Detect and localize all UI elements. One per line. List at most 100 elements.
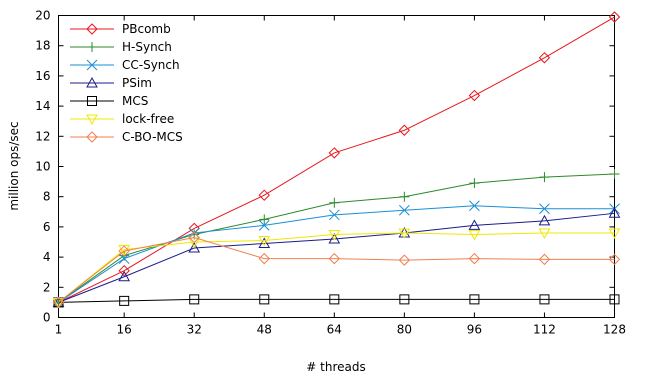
x-tick-label: 48 bbox=[257, 323, 272, 337]
data-point bbox=[258, 252, 270, 265]
y-tick-label: 0 bbox=[43, 311, 51, 325]
data-point bbox=[328, 147, 341, 159]
legend-entry: C-BO-MCS bbox=[70, 130, 183, 144]
tick-marks: 1 16 32 48 64 80 96 112 128 0 2 4 6 8 10 12 14 16 18 20 bbox=[35, 9, 626, 337]
series-lock-free bbox=[52, 228, 621, 309]
data-point bbox=[538, 214, 551, 226]
legend-marker bbox=[86, 131, 98, 143]
legend-label: MCS bbox=[122, 94, 148, 108]
legend-marker bbox=[86, 114, 98, 126]
data-point bbox=[118, 245, 130, 257]
x-axis-title: # threads bbox=[306, 360, 365, 374]
data-point bbox=[468, 252, 481, 265]
series-psim bbox=[52, 207, 621, 307]
series-cc-synch bbox=[53, 200, 620, 308]
legend-label: C-BO-MCS bbox=[122, 130, 183, 144]
data-point bbox=[258, 189, 270, 201]
data-point bbox=[539, 294, 550, 305]
data-point bbox=[608, 228, 621, 239]
data-point bbox=[398, 124, 411, 136]
data-point bbox=[258, 235, 271, 247]
legend-label: lock-free bbox=[122, 112, 174, 126]
data-point bbox=[188, 231, 200, 244]
data-point bbox=[538, 253, 551, 266]
x-tick-label: 80 bbox=[397, 323, 412, 337]
data-point bbox=[52, 297, 65, 309]
data-point bbox=[188, 237, 201, 249]
data-point bbox=[118, 253, 130, 264]
series-pbcomb bbox=[52, 11, 621, 309]
data-point bbox=[468, 89, 481, 102]
data-point bbox=[469, 178, 480, 189]
data-point bbox=[609, 294, 620, 305]
legend-entry: MCS bbox=[70, 94, 148, 108]
data-point bbox=[258, 220, 270, 231]
data-point bbox=[118, 264, 130, 277]
data-point bbox=[328, 229, 341, 241]
y-tick-label: 12 bbox=[35, 129, 50, 143]
data-point bbox=[608, 11, 621, 23]
data-point bbox=[258, 237, 271, 249]
x-tick-label: 96 bbox=[467, 323, 482, 337]
y-tick-label: 4 bbox=[43, 250, 51, 264]
y-axis-title: million ops/sec bbox=[7, 121, 21, 210]
legend-label: PSim bbox=[122, 76, 152, 90]
y-tick-label: 16 bbox=[35, 69, 50, 83]
y-tick-label: 10 bbox=[35, 160, 50, 174]
x-tick-label: 112 bbox=[533, 323, 556, 337]
series-c-bo-mcs bbox=[52, 231, 621, 309]
data-point bbox=[52, 296, 65, 309]
y-tick-label: 8 bbox=[43, 190, 51, 204]
data-point bbox=[259, 294, 270, 305]
x-tick-label: 32 bbox=[187, 323, 202, 337]
series-layer bbox=[52, 11, 621, 309]
legend-entry: PBcomb bbox=[70, 22, 171, 36]
data-point bbox=[189, 294, 200, 305]
data-point bbox=[468, 219, 481, 230]
y-tick-label: 6 bbox=[43, 220, 51, 234]
legend-label: H-Synch bbox=[122, 40, 172, 54]
data-point bbox=[329, 294, 340, 305]
legend-entry: CC-Synch bbox=[70, 58, 180, 72]
data-point bbox=[538, 228, 551, 239]
data-point bbox=[329, 197, 340, 208]
data-point bbox=[399, 294, 410, 305]
data-point bbox=[609, 169, 620, 180]
data-point bbox=[398, 228, 411, 239]
x-tick-label: 128 bbox=[603, 323, 626, 337]
y-tick-label: 18 bbox=[35, 39, 50, 53]
data-point bbox=[328, 252, 341, 265]
data-point bbox=[538, 52, 551, 64]
data-point bbox=[328, 232, 341, 244]
data-point bbox=[398, 254, 411, 266]
y-tick-label: 20 bbox=[35, 9, 50, 23]
legend-marker bbox=[86, 76, 98, 88]
x-tick-label: 1 bbox=[55, 323, 63, 337]
x-tick-label: 16 bbox=[117, 323, 132, 337]
series-line bbox=[58, 205, 615, 303]
legend-entry: PSim bbox=[70, 76, 152, 90]
y-tick-label: 14 bbox=[35, 99, 50, 113]
series-line bbox=[58, 212, 615, 303]
legend: PBcomb H-Synch CC-Synch PSim MCS lock-free C-B… bbox=[70, 22, 183, 144]
legend-entry: H-Synch bbox=[70, 40, 172, 54]
legend-entry: lock-free bbox=[70, 112, 174, 126]
legend-marker bbox=[86, 59, 98, 71]
data-point bbox=[469, 200, 480, 212]
legend-marker bbox=[86, 23, 98, 35]
data-point bbox=[119, 295, 130, 306]
series-line bbox=[58, 16, 615, 303]
legend-marker bbox=[87, 42, 97, 52]
data-point bbox=[469, 294, 480, 305]
series-line bbox=[58, 298, 615, 303]
data-point bbox=[399, 191, 410, 202]
series-mcs bbox=[53, 294, 620, 308]
data-point bbox=[188, 242, 201, 253]
data-point bbox=[259, 214, 270, 225]
data-point bbox=[328, 209, 340, 221]
data-point bbox=[539, 172, 550, 183]
legend-marker bbox=[87, 96, 97, 106]
data-point bbox=[118, 270, 131, 282]
y-tick-label: 2 bbox=[43, 280, 51, 294]
